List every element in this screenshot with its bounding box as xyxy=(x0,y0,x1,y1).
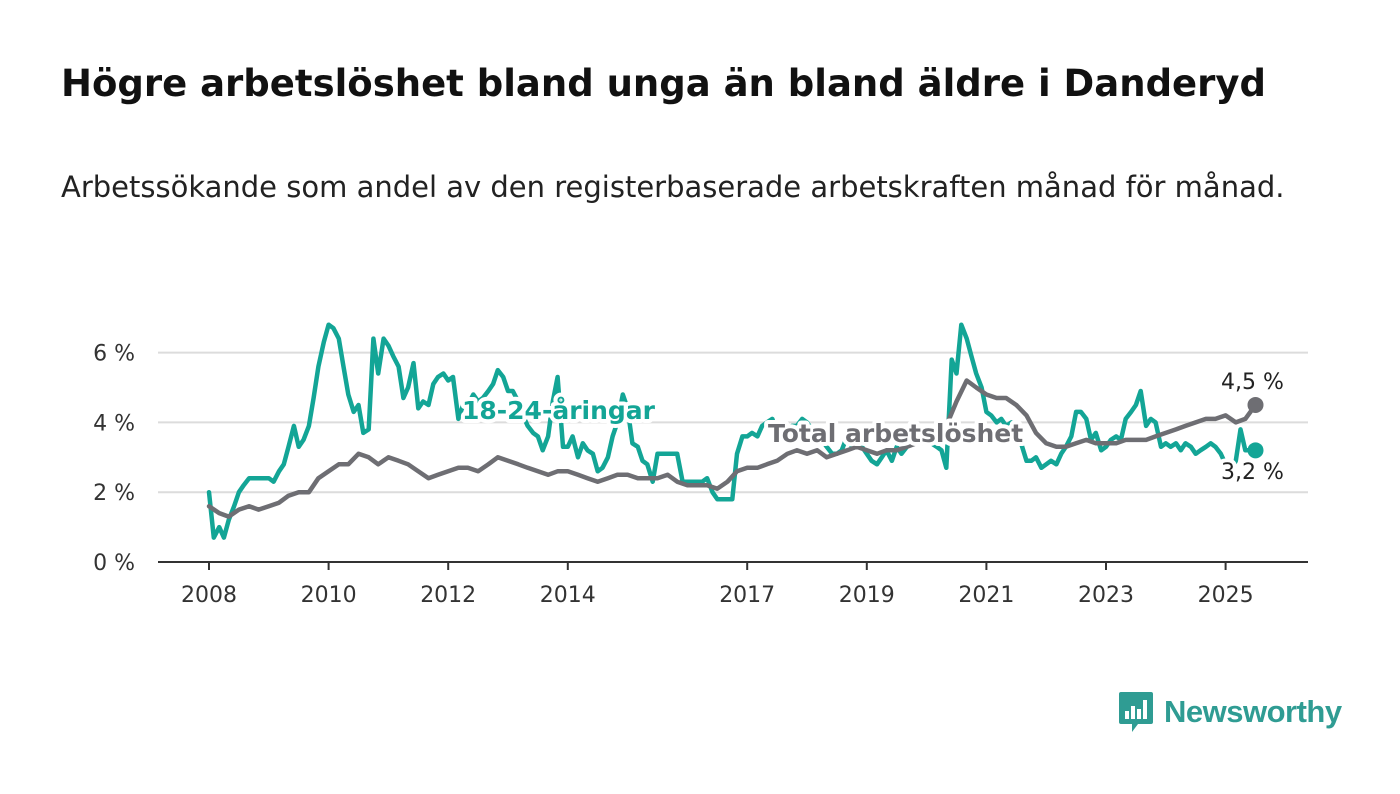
y-tick-label: 2 % xyxy=(93,481,135,506)
end-label-total-text: 4,5 % xyxy=(1221,370,1284,395)
bar-chart-bubble-icon xyxy=(1119,692,1153,732)
x-tick-label: 2010 xyxy=(301,583,357,608)
x-axis: 2008 2010 2012 2014 2017 2019 2021 2023 2025 xyxy=(158,561,1308,608)
x-tick-label: 2017 xyxy=(719,583,775,608)
brand-name: Newsworthy xyxy=(1164,694,1342,729)
x-tick-label: 2008 xyxy=(181,583,237,608)
y-tick-label: 6 % xyxy=(93,342,135,367)
x-tick-label: 2012 xyxy=(420,583,476,608)
x-tick-label: 2021 xyxy=(958,583,1014,608)
end-label-total: 4,5 %4,5 % xyxy=(1217,366,1288,399)
y-axis-ticks: 0 % 2 % 4 % 6 % xyxy=(93,342,135,576)
newsworthy-logo: Newsworthy xyxy=(1118,688,1348,736)
x-tick-label: 2014 xyxy=(540,583,596,608)
series-lines xyxy=(206,322,1264,540)
series-label-total-halo: Total arbetslöshet xyxy=(768,419,1023,448)
end-dot-total xyxy=(1247,396,1264,413)
chart-title: Högre arbetslöshet bland unga än bland ä… xyxy=(61,62,1266,105)
end-label-youth-halo: 3,2 % xyxy=(1221,460,1284,485)
x-tick-label: 2019 xyxy=(839,583,895,608)
x-tick-label: 2025 xyxy=(1198,583,1254,608)
end-dot-youth xyxy=(1247,442,1264,459)
x-tick-label: 2023 xyxy=(1078,583,1134,608)
series-label-total-text: Total arbetslöshet xyxy=(768,419,1023,448)
series-line-youth xyxy=(206,322,1258,540)
series-label-youth-halo: 18-24-åringar xyxy=(462,396,656,425)
series-label-youth-text: 18-24-åringar xyxy=(462,396,656,425)
chart-subtitle: Arbetssökande som andel av den registerb… xyxy=(61,170,1285,204)
series-line-total xyxy=(206,378,1258,519)
y-tick-label: 0 % xyxy=(93,551,135,576)
y-tick-label: 4 % xyxy=(93,411,135,436)
end-label-youth: 3,2 %3,2 % xyxy=(1217,456,1288,489)
end-label-youth-text: 3,2 % xyxy=(1221,460,1284,485)
end-label-total-halo: 4,5 % xyxy=(1221,370,1284,395)
